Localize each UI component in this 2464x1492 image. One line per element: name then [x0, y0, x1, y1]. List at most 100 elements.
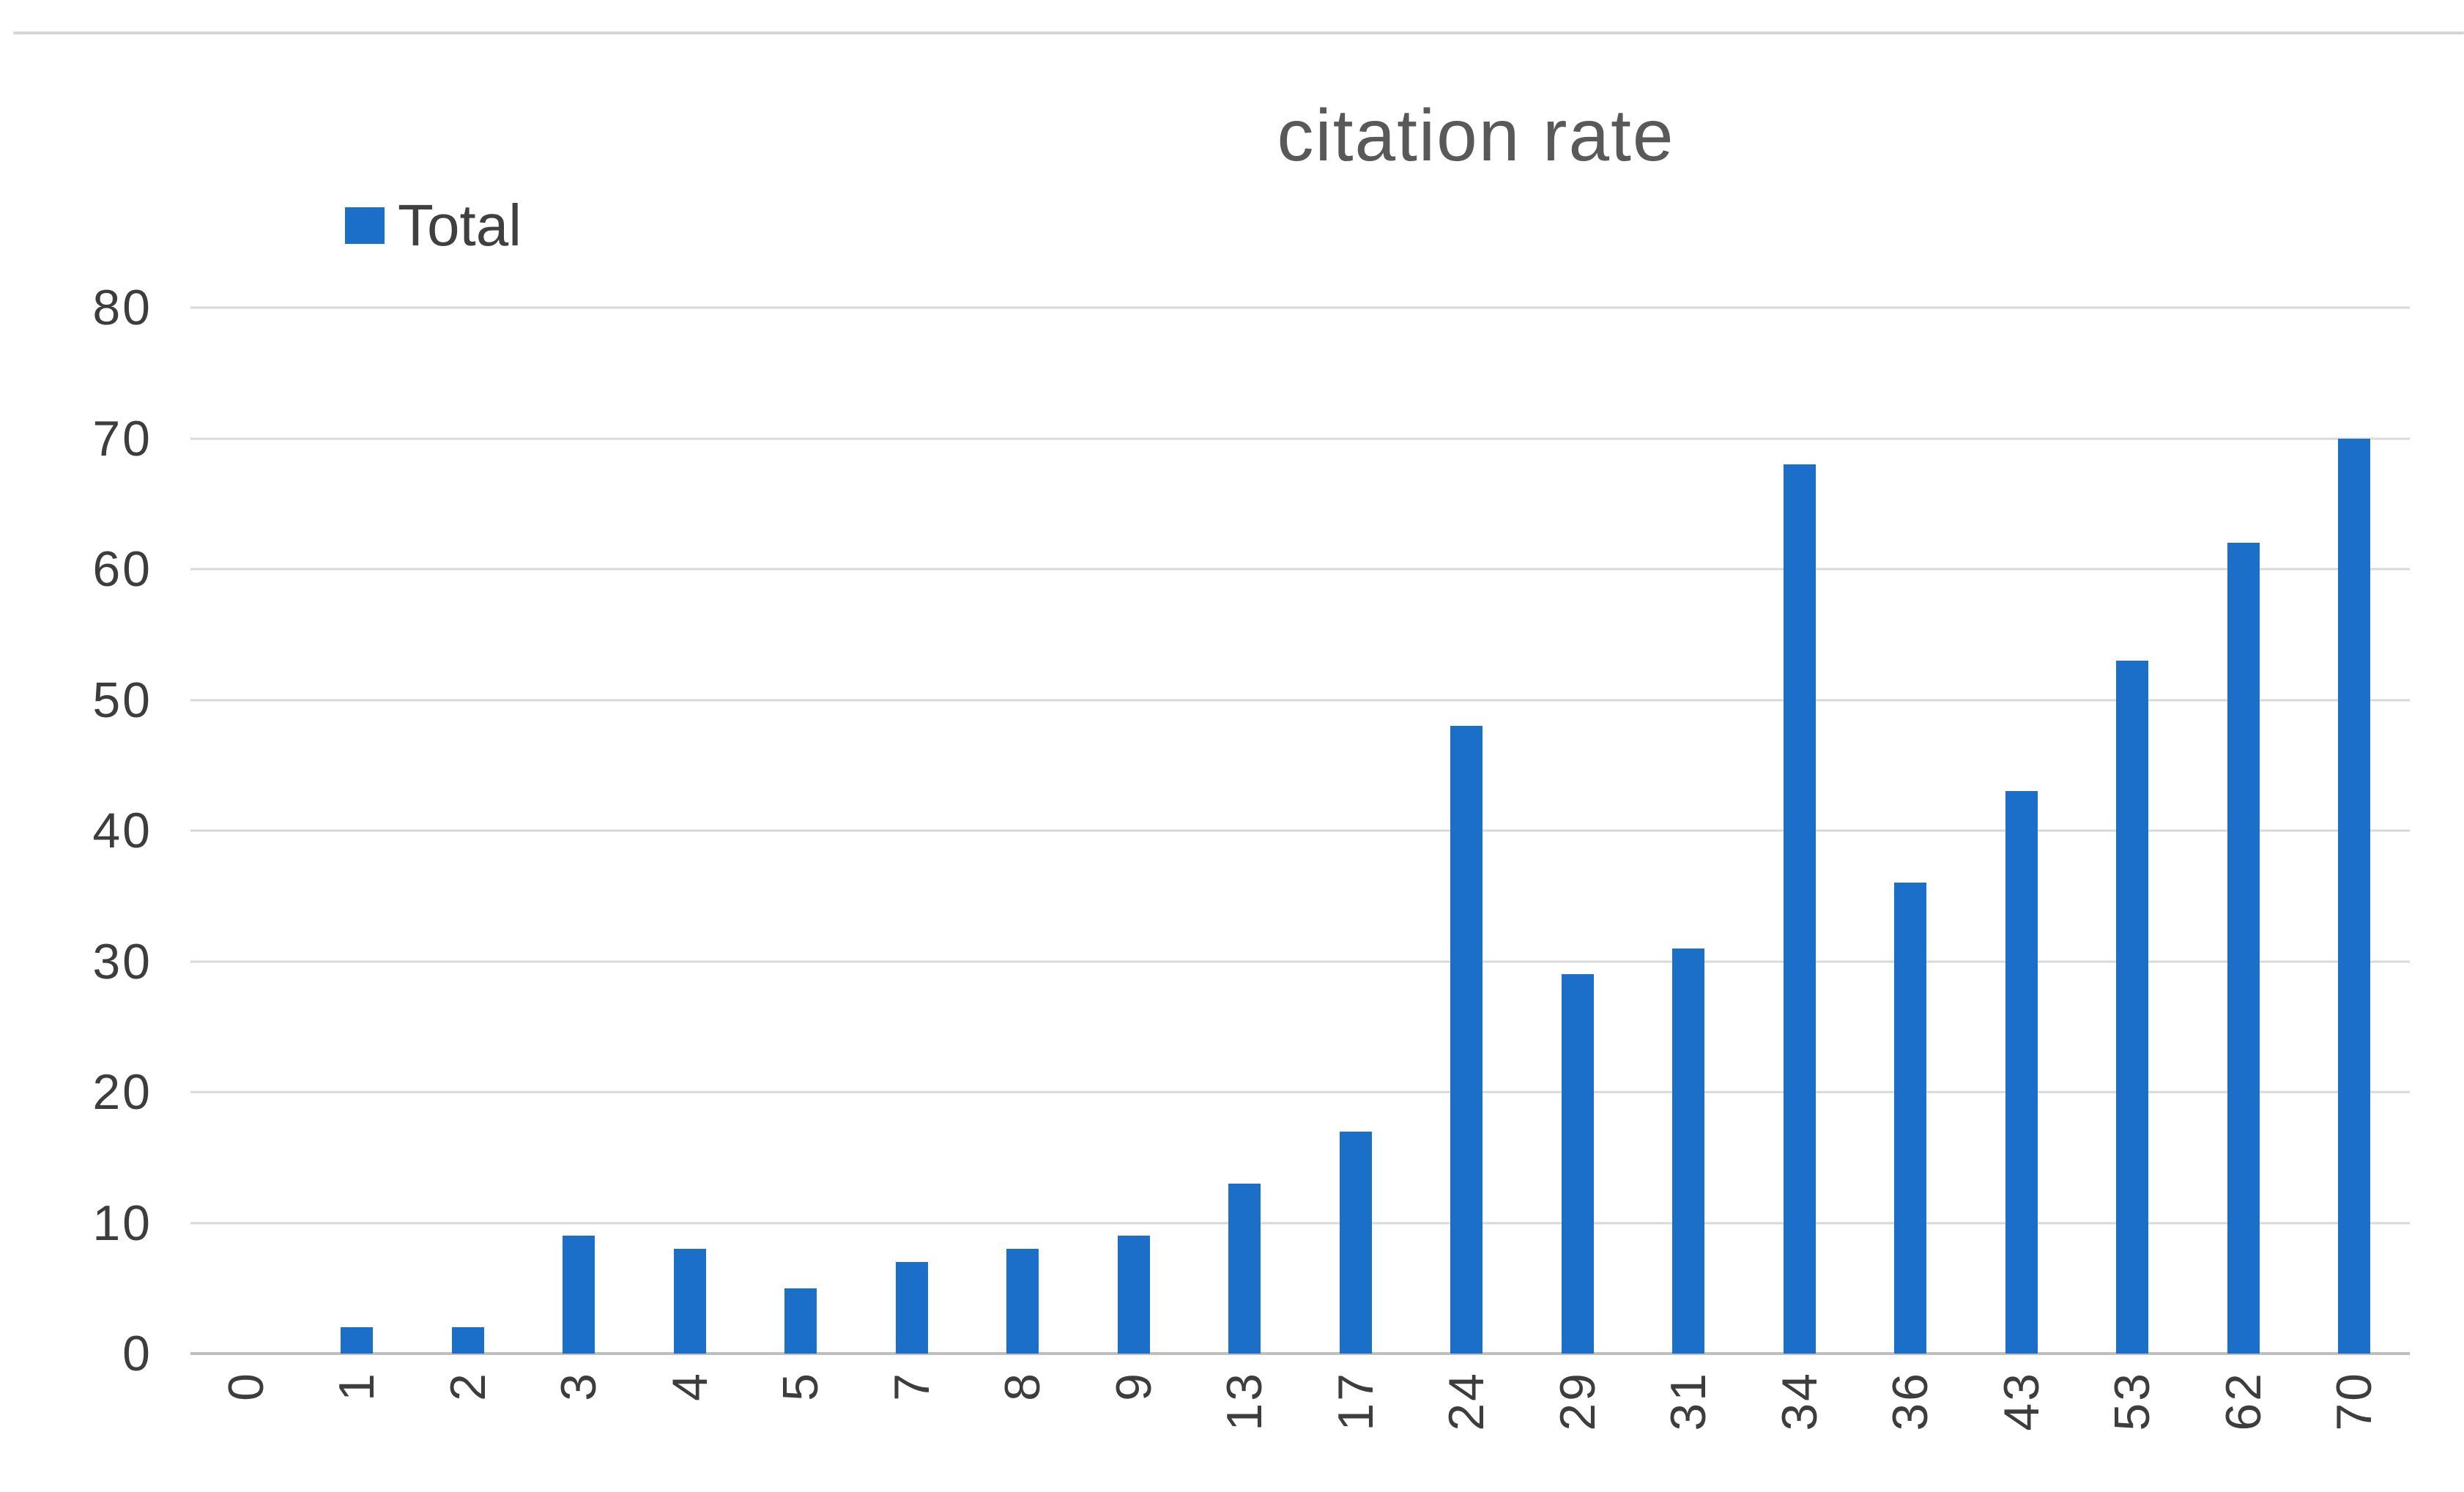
x-slot-36: 36: [1855, 1371, 1967, 1431]
x-axis-line: [190, 1352, 2410, 1355]
x-tick-label-4: 4: [661, 1371, 718, 1401]
bar-slot-62: [2188, 308, 2299, 1354]
x-slot-1: 1: [302, 1371, 413, 1431]
x-slot-9: 9: [1078, 1371, 1190, 1431]
bar-2: [451, 1327, 484, 1354]
x-slot-4: 4: [634, 1371, 746, 1431]
x-slot-34: 34: [1744, 1371, 1855, 1431]
x-slot-62: 62: [2188, 1371, 2299, 1431]
gridline-40: [190, 829, 2410, 832]
y-tick-label-30: 30: [92, 933, 152, 990]
x-tick-label-1: 1: [329, 1371, 385, 1401]
x-slot-5: 5: [746, 1371, 857, 1431]
bar-1: [341, 1327, 374, 1354]
bar-slot-9: [1078, 308, 1190, 1354]
y-tick-label-70: 70: [92, 410, 152, 467]
bar-slot-3: [524, 308, 635, 1354]
x-tick-label-9: 9: [1105, 1371, 1162, 1401]
y-tick-label-0: 0: [122, 1326, 152, 1381]
bar-slot-53: [2077, 308, 2189, 1354]
y-tick-label-10: 10: [92, 1195, 152, 1251]
x-tick-label-17: 17: [1327, 1371, 1384, 1431]
x-tick-label-13: 13: [1217, 1371, 1273, 1431]
x-slot-7: 7: [856, 1371, 968, 1431]
gridline-80: [190, 306, 2410, 309]
bar-slot-70: [2299, 308, 2411, 1354]
x-tick-label-8: 8: [995, 1371, 1051, 1401]
bar-29: [1561, 974, 1594, 1354]
x-slot-13: 13: [1190, 1371, 1301, 1431]
x-tick-label-2: 2: [439, 1371, 496, 1401]
x-tick-label-53: 53: [2104, 1371, 2161, 1431]
gridline-70: [190, 437, 2410, 439]
y-tick-label-40: 40: [92, 803, 152, 858]
x-tick-label-62: 62: [2215, 1371, 2271, 1431]
x-tick-label-31: 31: [1660, 1371, 1717, 1431]
legend: Total: [345, 196, 522, 255]
x-slot-0: 0: [190, 1371, 302, 1431]
x-tick-label-34: 34: [1771, 1371, 1827, 1431]
bar-slot-13: [1190, 308, 1301, 1354]
bar-13: [1228, 1183, 1261, 1354]
x-slot-3: 3: [524, 1371, 635, 1431]
bar-slot-4: [634, 308, 746, 1354]
bar-4: [673, 1249, 706, 1354]
y-tick-label-60: 60: [92, 541, 152, 597]
x-tick-label-70: 70: [2326, 1371, 2383, 1431]
bar-17: [1339, 1131, 1372, 1354]
gridline-20: [190, 1091, 2410, 1094]
bar-slot-29: [1522, 308, 1633, 1354]
plot-area: [190, 306, 2410, 1355]
gridline-30: [190, 960, 2410, 962]
bar-series-total: [190, 308, 2410, 1354]
x-slot-53: 53: [2077, 1371, 2189, 1431]
chart-title: citation rate: [1277, 94, 1675, 177]
x-slot-24: 24: [1411, 1371, 1523, 1431]
legend-series-label: Total: [398, 193, 522, 258]
bar-43: [2005, 791, 2038, 1354]
x-tick-label-7: 7: [883, 1371, 940, 1401]
bar-62: [2227, 543, 2260, 1354]
x-tick-label-36: 36: [1882, 1371, 1939, 1431]
x-slot-70: 70: [2299, 1371, 2411, 1431]
bar-slot-0: [190, 308, 302, 1354]
bar-slot-34: [1744, 308, 1855, 1354]
legend-swatch-icon: [345, 207, 385, 244]
bar-8: [1006, 1249, 1039, 1354]
x-tick-label-3: 3: [551, 1371, 607, 1401]
x-slot-2: 2: [412, 1371, 524, 1431]
bar-5: [784, 1288, 817, 1354]
bar-24: [1450, 726, 1483, 1354]
bar-slot-8: [968, 308, 1079, 1354]
bar-slot-24: [1411, 308, 1523, 1354]
x-slot-43: 43: [1966, 1371, 2077, 1431]
x-tick-label-43: 43: [1993, 1371, 2049, 1431]
bar-slot-2: [412, 308, 524, 1354]
x-slot-8: 8: [968, 1371, 1079, 1431]
bar-slot-31: [1633, 308, 1745, 1354]
bar-slot-43: [1966, 308, 2077, 1354]
bar-slot-7: [856, 308, 968, 1354]
bar-36: [1894, 883, 1927, 1354]
bar-7: [895, 1262, 928, 1354]
bar-slot-1: [302, 308, 413, 1354]
bar-9: [1117, 1236, 1150, 1354]
x-slot-17: 17: [1300, 1371, 1411, 1431]
x-tick-label-29: 29: [1549, 1371, 1606, 1431]
y-tick-label-80: 80: [92, 280, 152, 335]
y-tick-label-20: 20: [92, 1064, 152, 1120]
x-tick-label-5: 5: [773, 1371, 829, 1401]
y-axis-tick-labels: 0 10 20 30 40 50 60 70 80: [0, 283, 152, 1378]
bar-34: [1783, 464, 1816, 1354]
gridline-50: [190, 699, 2410, 701]
top-border-rule: [13, 31, 2464, 34]
bar-3: [563, 1236, 595, 1354]
bar-slot-17: [1300, 308, 1411, 1354]
bar-slot-36: [1855, 308, 1967, 1354]
bar-70: [2338, 438, 2371, 1354]
bar-slot-5: [746, 308, 857, 1354]
y-tick-label-50: 50: [92, 672, 152, 728]
gridline-60: [190, 568, 2410, 571]
x-slot-31: 31: [1633, 1371, 1745, 1431]
